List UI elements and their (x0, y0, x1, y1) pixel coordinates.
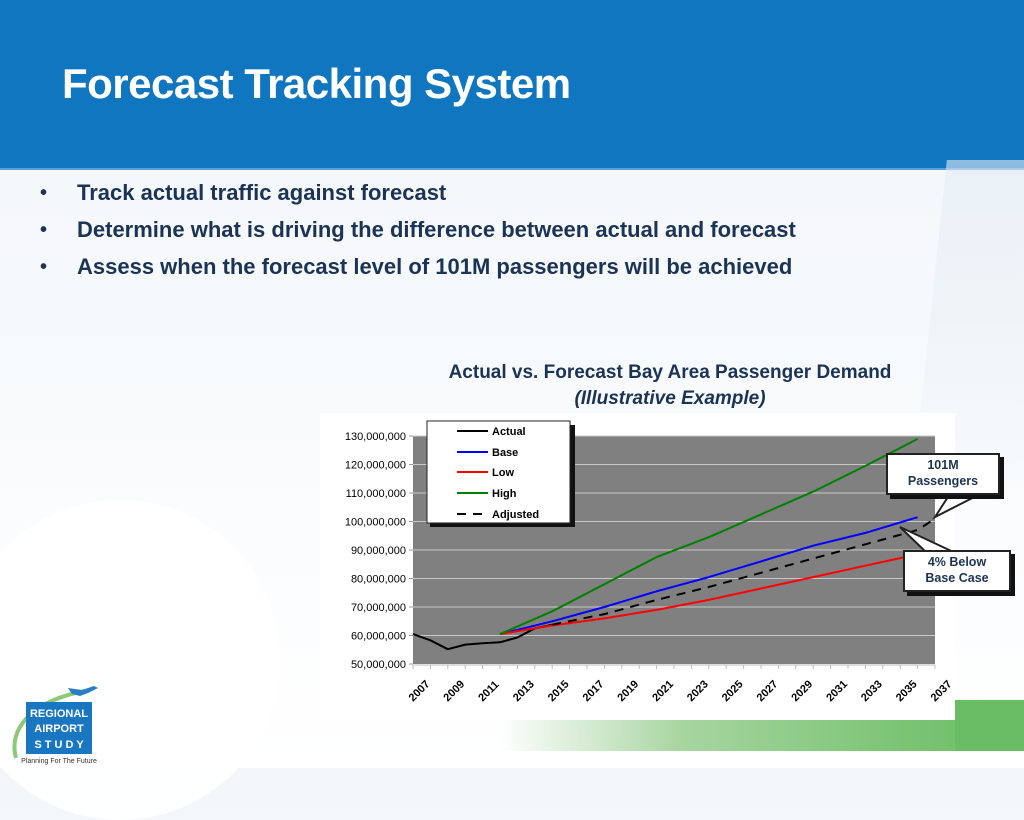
page-title: Forecast Tracking System (62, 60, 571, 107)
x-tick-label: 2027 (755, 678, 781, 704)
x-tick-label: 2021 (650, 678, 676, 704)
y-tick-label: 130,000,000 (345, 431, 406, 443)
bullet-text: Assess when the forecast level of 101M p… (77, 254, 793, 279)
series-line-adjusted (552, 517, 936, 626)
y-tick-label: 100,000,000 (345, 517, 406, 529)
x-tick-label: 2037 (929, 678, 955, 704)
bullet-marker: • (40, 182, 48, 204)
x-tick-label: 2007 (407, 678, 433, 704)
y-tick-label: 70,000,000 (351, 602, 406, 614)
x-tick-label: 2035 (894, 678, 920, 704)
chart: 130,000,000 120,000,000 110,000,000 100,000… (345, 420, 997, 704)
x-tick-label: 2031 (824, 678, 850, 704)
legend-label: Low (492, 467, 514, 479)
legend-item-adjusted: Adjusted (457, 509, 539, 521)
legend-item-base: Base (457, 447, 518, 459)
bullet-marker: • (40, 219, 48, 241)
bullet-list: • Track actual traffic against forecast … (40, 176, 796, 287)
x-tick-label: 2017 (581, 678, 607, 704)
x-tick-label: 2019 (615, 678, 641, 704)
series-line-high (499, 438, 919, 636)
callout-text: Base Case (925, 571, 989, 585)
logo-text: AIRPORT (34, 723, 84, 735)
y-tick-label: 50,000,000 (351, 659, 406, 671)
bullet-item: • Determine what is driving the differen… (40, 213, 796, 250)
x-tick-label: 2029 (789, 678, 815, 704)
legend-item-high: High (457, 488, 517, 500)
bullet-marker: • (40, 256, 48, 278)
logo-text: S T U D Y (34, 739, 84, 751)
bullet-item: • Track actual traffic against forecast (40, 176, 796, 213)
x-tick-label: 2025 (720, 678, 746, 704)
y-tick-label: 90,000,000 (351, 545, 406, 557)
legend-label: Actual (492, 426, 526, 438)
x-axis: 2007 2009 2011 2013 2015 2017 2019 2021 2023 2025… (407, 664, 955, 704)
callout-text: 101M (927, 458, 959, 472)
logo-text: REGIONAL (30, 708, 88, 720)
footer-green-band (500, 720, 1024, 751)
bullet-text: Track actual traffic against forecast (77, 180, 447, 205)
bullet-text: Determine what is driving the difference… (77, 217, 796, 242)
callout-gap-4pct: 4% Below Base Case (903, 550, 1011, 592)
x-tick-label: 2015 (546, 678, 572, 704)
legend-item-actual: Actual (457, 426, 526, 438)
callout-text: Passengers (907, 474, 979, 488)
y-axis: 130,000,000 120,000,000 110,000,000 100,000… (345, 431, 413, 671)
footer-green-block (955, 700, 1024, 751)
x-tick-label: 2033 (859, 678, 885, 704)
legend-item-low: Low (457, 467, 514, 479)
callout-text: 4% Below (927, 555, 987, 569)
y-tick-label: 120,000,000 (345, 460, 406, 472)
legend-label: High (492, 488, 517, 500)
chart-title: Actual vs. Forecast Bay Area Passenger D… (448, 362, 892, 383)
legend-label: Base (492, 447, 518, 459)
x-tick-label: 2011 (476, 679, 501, 704)
series-line-low (499, 553, 918, 636)
callout-target-101m: 101M Passengers (886, 453, 1000, 495)
regional-airport-study-logo: REGIONAL AIRPORT S T U D Y Planning For … (10, 680, 110, 766)
x-tick-label: 2013 (511, 678, 537, 704)
background-decoration-circle (0, 500, 280, 820)
logo-graphic: REGIONAL AIRPORT S T U D Y Planning For … (12, 686, 98, 765)
y-tick-label: 60,000,000 (351, 631, 406, 643)
series-line-base (499, 516, 918, 636)
series-line-actual (412, 623, 553, 651)
y-tick-label: 80,000,000 (351, 574, 406, 586)
y-tick-label: 110,000,000 (346, 488, 406, 500)
airplane-icon (68, 686, 98, 696)
title-bar: Forecast Tracking System (0, 0, 1024, 170)
series-group (412, 438, 936, 651)
bullet-item: • Assess when the forecast level of 101M… (40, 250, 796, 287)
logo-tagline: Planning For The Future (21, 758, 97, 765)
x-tick-label: 2009 (441, 678, 467, 704)
legend-label: Adjusted (492, 509, 539, 521)
logo-box (26, 702, 92, 754)
legend: Actual Base Low High Adjusted (426, 420, 575, 527)
chart-subtitle: (Illustrative Example) (574, 388, 766, 409)
x-tick-label: 2023 (685, 678, 711, 704)
